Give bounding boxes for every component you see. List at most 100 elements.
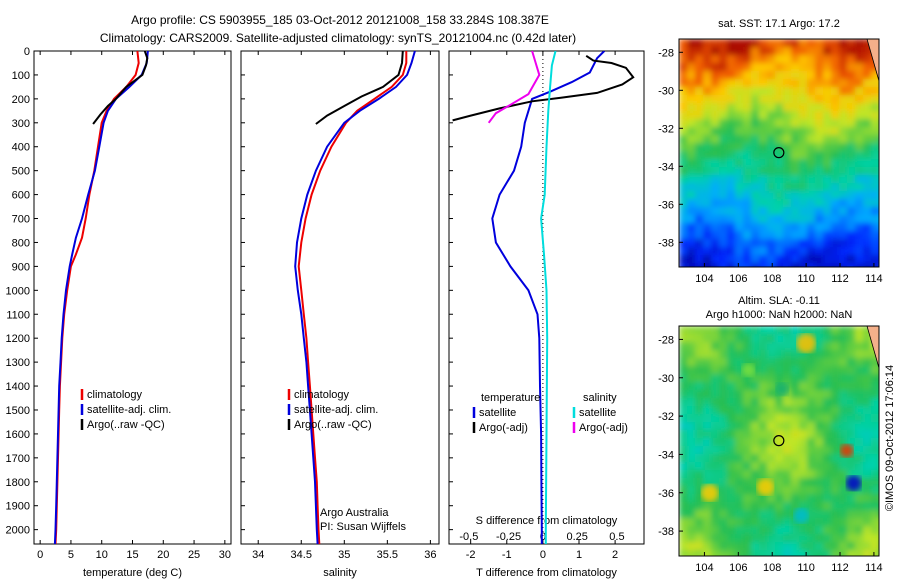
- map-y-tick-label: -28: [658, 334, 674, 346]
- map-field: [679, 39, 879, 267]
- y-tick-label: 1400: [6, 381, 30, 393]
- x-tick-label: 35.5: [377, 549, 398, 561]
- x-tick-label: 5: [68, 549, 74, 561]
- map-title: Altim. SLA: -0.11: [738, 295, 820, 307]
- y-tick-label: 1800: [6, 477, 30, 489]
- map-x-tick-label: 112: [831, 273, 849, 285]
- map-x-tick-label: 108: [763, 562, 781, 574]
- x-tick-label: 34: [252, 549, 264, 561]
- map-x-tick-label: 114: [865, 273, 883, 285]
- x-axis-label: salinity: [323, 567, 357, 579]
- legend-entry: Argo(..raw -QC): [87, 419, 165, 431]
- y-tick-label: 200: [12, 94, 30, 106]
- legend-title-temperature: temperature: [481, 392, 540, 404]
- figure-title-line1: Argo profile: CS 5903955_185 03-Oct-2012…: [131, 13, 549, 27]
- salinity-diff-tick-label: 0.5: [609, 531, 624, 543]
- series-group: [452, 51, 635, 544]
- sst-map-panel: 104 106 108 110 112 114 -28 -30 -32 -34 -36 -38 sat.…: [658, 18, 883, 285]
- legend-entry: Argo(-adj): [579, 422, 628, 434]
- y-tick-label: 1300: [6, 357, 30, 369]
- map-y-tick-label: -34: [658, 449, 674, 461]
- x-tick-label: 36: [424, 549, 436, 561]
- legend-entry: satellite: [579, 407, 616, 419]
- sla-feature: [756, 478, 775, 496]
- map-y-tick-label: -28: [658, 47, 674, 59]
- salinity-profile-panel: 34 34.5 35 35.5 36 salinity climatology satelli…: [240, 50, 440, 579]
- series-line-satellite: [540, 51, 557, 544]
- argo-location-marker: [773, 147, 785, 159]
- y-tick-label: 1200: [6, 333, 30, 345]
- figure-title-line2: Climatology: CARS2009. Satellite-adjuste…: [100, 31, 576, 45]
- x-axis-label: temperature (deg C): [83, 567, 182, 579]
- y-tick-label: 900: [12, 261, 30, 273]
- map-x-tick-label: 110: [797, 273, 815, 285]
- sla-feature: [741, 363, 756, 378]
- map-y-tick-label: -32: [658, 411, 674, 423]
- x-tick-label: -2: [466, 549, 476, 561]
- x-tick-label: 25: [188, 549, 200, 561]
- map-x-tick-label: 112: [831, 562, 849, 574]
- map-field-blurred: [679, 39, 879, 267]
- coastline-land: [866, 39, 879, 82]
- difference-profile-panel: -2 -1 0 1 2 T difference from climatology -0.5…: [448, 50, 645, 579]
- map-title: sat. SST: 17.1 Argo: 17.2: [718, 18, 840, 30]
- series-line-argo-raw-qc-: [315, 51, 404, 125]
- legend-entry: climatology: [294, 389, 350, 401]
- map-x-tick-label: 114: [865, 562, 883, 574]
- map-y-tick-label: -38: [658, 526, 674, 538]
- legend-entry: Argo(..raw -QC): [294, 419, 372, 431]
- temperature-profile-panel: 0 5 10 15 20 25 300100200300400500600700800900…: [6, 46, 232, 579]
- x-tick-label: 0: [540, 549, 546, 561]
- y-tick-label: 1600: [6, 429, 30, 441]
- salinity-diff-tick-label: -0.5: [459, 531, 478, 543]
- legend-entry: satellite-adj. clim.: [294, 404, 378, 416]
- map-x-tick-label: 110: [797, 562, 815, 574]
- series-line-satellite: [491, 51, 606, 544]
- map-x-tick-label: 104: [695, 562, 713, 574]
- y-tick-label: 1900: [6, 501, 30, 513]
- y-tick-label: 0: [24, 46, 30, 58]
- map-y-tick-label: -38: [658, 237, 674, 249]
- y-tick-label: 800: [12, 237, 30, 249]
- sla-feature: [700, 483, 719, 502]
- salinity-diff-tick-label: 0: [540, 531, 546, 543]
- map-frame: [678, 38, 880, 268]
- map-y-tick-label: -30: [658, 85, 674, 97]
- x-tick-label: 34.5: [291, 549, 312, 561]
- series-line-argo-adj-: [452, 54, 635, 122]
- sla-feature: [845, 475, 862, 492]
- legend-entry: climatology: [87, 389, 143, 401]
- coastline-land: [866, 326, 879, 369]
- salinity-diff-tick-label: -0.25: [496, 531, 521, 543]
- x-axis-label: T difference from climatology: [476, 567, 617, 579]
- sla-feature: [775, 382, 790, 397]
- map-x-tick-label: 106: [729, 562, 747, 574]
- series-group: [53, 51, 149, 544]
- legend-entry: satellite-adj. clim.: [87, 404, 171, 416]
- x-tick-label: 1: [576, 549, 582, 561]
- map-y-tick-label: -36: [658, 488, 674, 500]
- y-tick-label: 400: [12, 142, 30, 154]
- series-line-satellite-adj-clim-: [294, 51, 416, 544]
- imos-timestamp: ©IMOS 09-Oct-2012 17:06:14: [884, 365, 896, 511]
- plot-frame: [33, 50, 232, 545]
- map-x-tick-label: 106: [729, 273, 747, 285]
- map-x-tick-label: 104: [695, 273, 713, 285]
- map-y-tick-label: -30: [658, 373, 674, 385]
- x-tick-label: 10: [96, 549, 108, 561]
- y-tick-label: 1700: [6, 453, 30, 465]
- map-y-tick-label: -32: [658, 123, 674, 135]
- sla-feature: [839, 443, 854, 458]
- x-tick-label: 20: [157, 549, 169, 561]
- argo-location-marker: [773, 435, 785, 447]
- series-group: [294, 51, 416, 544]
- x-tick-label: 15: [126, 549, 138, 561]
- x-tick-label: 35: [338, 549, 350, 561]
- plot-frame: [240, 50, 440, 545]
- x-tick-label: 30: [219, 549, 231, 561]
- y-tick-label: 1500: [6, 405, 30, 417]
- y-tick-label: 100: [12, 70, 30, 82]
- map-subtitle: Argo h1000: NaN h2000: NaN: [706, 309, 853, 321]
- y-tick-label: 300: [12, 118, 30, 130]
